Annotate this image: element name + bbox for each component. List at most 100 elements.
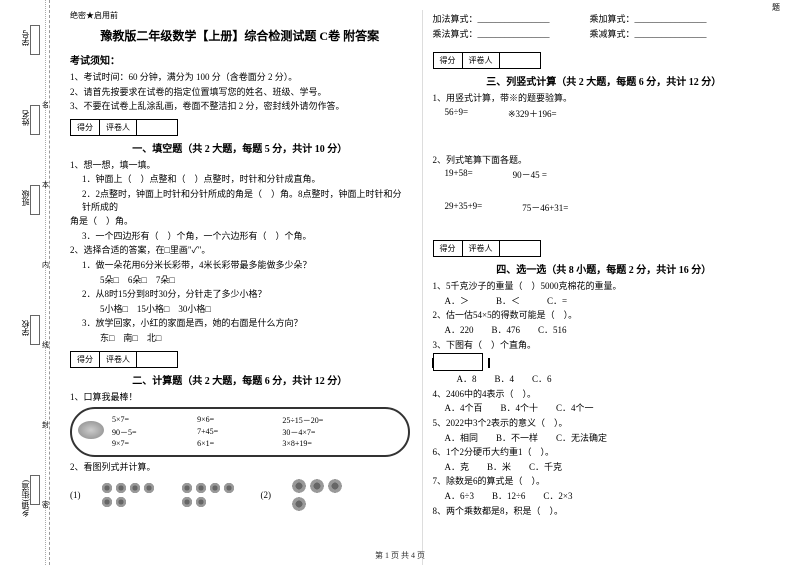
q-text: 8、两个乘数都是8，积是（ ）。 xyxy=(433,505,776,518)
calc-strip: 5×7= 9×6= 25÷15－20= 90－5= 7+45= 30－4×7= … xyxy=(70,407,410,457)
strip-cell: 9×6= xyxy=(197,415,282,427)
q-text: 7、除数是6的算式是（ ）。 xyxy=(433,475,776,488)
paper-title: 豫教版二年级数学【上册】综合检测试题 C卷 附答案 xyxy=(70,27,410,44)
flower-icon xyxy=(181,496,193,508)
q-text: 2、列式笔算下面各题。 xyxy=(433,154,776,167)
q-line: 2．2点整时，钟面上时针和分针所成的角是（ ）角。8点整时，钟面上时针和分针所成… xyxy=(70,188,410,213)
work-space xyxy=(433,122,776,152)
eq-cell: ※329＋196= xyxy=(508,107,557,120)
side-box xyxy=(30,25,40,55)
flower-icon xyxy=(129,482,141,494)
eq-label: 乘减算式：________________ xyxy=(590,27,707,40)
eq-cell: 19+58= xyxy=(445,168,473,181)
side-box xyxy=(30,475,40,505)
q-opts: A．克 B．米 C．千克 xyxy=(433,461,776,474)
group-label: (1) xyxy=(70,490,81,500)
left-column: 绝密★启用前 豫教版二年级数学【上册】综合检测试题 C卷 附答案 考试须知： 1… xyxy=(60,10,423,565)
flower-icon xyxy=(209,482,221,494)
q-line: 5小格□ 15小格□ 30小格□ xyxy=(70,303,410,316)
score-blank xyxy=(137,352,177,367)
q-text: 5、2022中3个2表示的意义（ ）。 xyxy=(433,417,776,430)
page: 学号 姓名 名 班级 本 内 学校 线 封 乡镇(街道) 密 绝密★启用前 豫教… xyxy=(0,0,800,565)
eq-row: 乘法算式：________________ 乘减算式：_____________… xyxy=(433,27,776,40)
eq-label: 加法算式：________________ xyxy=(433,12,550,25)
notice-line: 1、考试时间：60 分钟，满分为 100 分（含卷面分 2 分）。 xyxy=(70,71,410,84)
score-blank xyxy=(500,53,540,68)
q-line: 2．从8时15分到8时30分，分针走了多少小格？ xyxy=(70,288,410,301)
q-text: 1、5千克沙子的重量（ ）5000克棉花的重量。 xyxy=(433,280,776,293)
flower-icon xyxy=(181,482,193,494)
strip-cell: 3×8+19= xyxy=(282,439,367,449)
notice-line: 2、请首先按要求在试卷的指定位置填写您的姓名、班级、学号。 xyxy=(70,86,410,99)
side-box xyxy=(30,315,40,345)
flower-icon xyxy=(291,496,307,512)
flower-row: (1) (2) xyxy=(70,478,410,512)
flower-icon xyxy=(309,478,325,494)
score-box: 得分 评卷人 xyxy=(70,351,178,368)
side-tick: 内 xyxy=(42,260,49,270)
q-text: 2、选择合适的答案，在□里画"✓"。 xyxy=(70,244,410,257)
score-box: 得分 评卷人 xyxy=(433,52,541,69)
q-line: 1．钟面上（ ）点整和（ ）点整时，时针和分针成直角。 xyxy=(70,173,410,186)
blank-line: ________________ xyxy=(478,14,550,25)
strip-cell: 9×7= xyxy=(112,439,197,449)
q-text: 1、想一想，填一填。 xyxy=(70,159,410,172)
side-tick: 名 xyxy=(42,100,49,110)
section-title-1: 一、填空题（共 2 大题，每题 5 分，共计 10 分） xyxy=(70,140,410,155)
angle-diagram xyxy=(433,353,483,371)
strip-cell: 90－5= xyxy=(112,427,197,439)
flower-icon xyxy=(291,478,307,494)
strip-cell: 5×7= xyxy=(112,415,197,427)
section-title-3: 三、列竖式计算（共 2 大题，每题 6 分，共计 12 分） xyxy=(433,73,776,88)
q-line: 5朵□ 6朵□ 7朵□ xyxy=(70,274,410,287)
flower-group xyxy=(291,478,351,512)
q-text: 2、看图列式并计算。 xyxy=(70,461,410,474)
score-cell: 评卷人 xyxy=(463,53,500,68)
side-tick: 线 xyxy=(42,340,49,350)
flower-group xyxy=(101,482,161,508)
score-cell: 评卷人 xyxy=(100,352,137,367)
score-cell: 评卷人 xyxy=(463,241,500,256)
q-opts: A．＞ B．＜ C．= xyxy=(433,295,776,308)
content: 绝密★启用前 豫教版二年级数学【上册】综合检测试题 C卷 附答案 考试须知： 1… xyxy=(50,0,800,565)
work-space xyxy=(433,216,776,236)
binding-dotted-line xyxy=(45,0,46,565)
group-label: (2) xyxy=(261,490,272,500)
eq-cell: 56÷9= xyxy=(445,107,469,120)
eq-label: 乘法算式：________________ xyxy=(433,27,550,40)
q-line: 3．放学回家，小红的家面是西，她的右面是什么方向？ xyxy=(70,317,410,330)
eq-row: 加法算式：________________ 乘加算式：_____________… xyxy=(433,12,776,25)
q-text: 3、下图有（ ）个直角。 xyxy=(433,339,776,352)
notice-head: 考试须知： xyxy=(70,52,410,67)
q-text: 1、口算我最棒！ xyxy=(70,391,410,404)
work-space xyxy=(433,183,776,199)
score-box: 得分 评卷人 xyxy=(70,119,178,136)
q-line: 3．一个四边形有（ ）个角，一个六边形有（ ）个角。 xyxy=(70,230,410,243)
flower-icon xyxy=(101,482,113,494)
flower-group xyxy=(181,482,241,508)
q-text: 4、2406中的4表示（ ）。 xyxy=(433,388,776,401)
score-cell: 得分 xyxy=(434,53,463,68)
score-cell: 评卷人 xyxy=(100,120,137,135)
secret-label: 绝密★启用前 xyxy=(70,10,410,21)
eq-cell: 29+35+9= xyxy=(445,201,483,214)
eq-text: 乘法算式： xyxy=(433,29,478,39)
q-line: 角是（ ）角。 xyxy=(70,215,410,228)
score-cell: 得分 xyxy=(71,120,100,135)
score-blank xyxy=(137,120,177,135)
strip-cell: 25÷15－20= xyxy=(282,415,367,427)
notice-line: 3、不要在试卷上乱涂乱画，卷面不整洁扣 2 分，密封线外请勿作答。 xyxy=(70,100,410,113)
strip-cell: 6×1= xyxy=(197,439,282,449)
eq-cell: 90－45 = xyxy=(513,168,547,181)
section-title-4: 四、选一选（共 8 小题，每题 2 分，共计 16 分） xyxy=(433,261,776,276)
flower-icon xyxy=(115,482,127,494)
eq-label: 乘加算式：________________ xyxy=(590,12,707,25)
section-title-2: 二、计算题（共 2 大题，每题 6 分，共计 12 分） xyxy=(70,372,410,387)
q-text: 2、估一估54×5的得数可能是（ ）。 xyxy=(433,309,776,322)
flower-icon xyxy=(195,496,207,508)
q-opts: A．4个百 B．4个十 C．4个一 xyxy=(433,402,776,415)
q-text: 1、用竖式计算，带※的题要验算。 xyxy=(433,92,776,105)
strip-cell: 30－4×7= xyxy=(282,427,367,439)
q-opts: A．6÷3 B．12÷6 C．2×3 xyxy=(433,490,776,503)
q-opts: A．相同 B．不一样 C．无法确定 xyxy=(433,432,776,445)
